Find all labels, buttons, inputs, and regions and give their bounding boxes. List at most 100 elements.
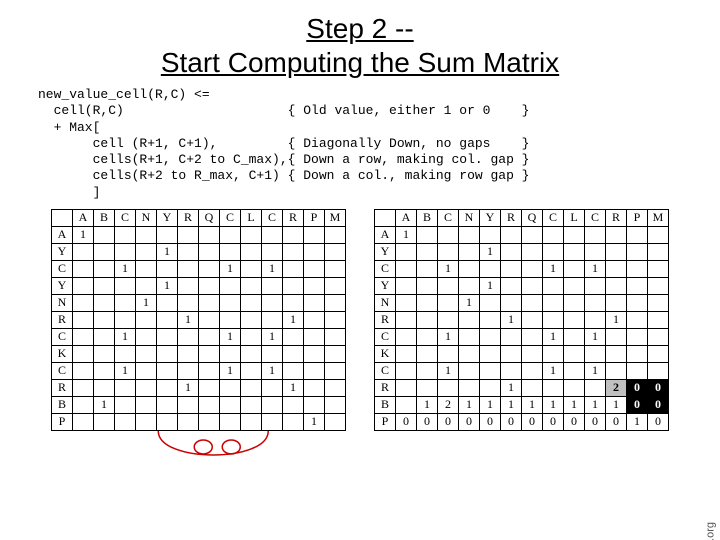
matrix-cell (136, 379, 157, 396)
row-header: C (375, 328, 396, 345)
matrix-cell (241, 226, 262, 243)
row-header: N (52, 294, 73, 311)
col-header: L (241, 209, 262, 226)
matrix-cell (304, 294, 325, 311)
matrix-cell (396, 277, 417, 294)
matrix-cell (73, 328, 94, 345)
matrix-cell (157, 396, 178, 413)
matrix-cell: 1 (606, 396, 627, 413)
matrix-cell (564, 243, 585, 260)
matrix-cell (178, 345, 199, 362)
matrix-cell (304, 362, 325, 379)
matrix-cell: 1 (417, 396, 438, 413)
matrix-cell (157, 226, 178, 243)
matrix-cell (220, 243, 241, 260)
row-header: P (52, 413, 73, 430)
matrix-cell (417, 243, 438, 260)
matrix-cell (396, 243, 417, 260)
row-header: A (52, 226, 73, 243)
matrix-cell: 1 (480, 243, 501, 260)
col-header: B (94, 209, 115, 226)
matrix-cell (438, 277, 459, 294)
matrix-cell (564, 294, 585, 311)
matrix-cell (157, 328, 178, 345)
matrix-cell: 1 (606, 311, 627, 328)
matrix-cell (199, 396, 220, 413)
matrix-cell (459, 277, 480, 294)
matrix-cell: 0 (648, 413, 669, 430)
col-header: C (115, 209, 136, 226)
matrix-cell: 0 (522, 413, 543, 430)
matrix-cell (522, 345, 543, 362)
matrix-cell (94, 328, 115, 345)
matrix-cell (459, 311, 480, 328)
col-header: R (178, 209, 199, 226)
matrix-cell (501, 294, 522, 311)
matrix-cell (522, 362, 543, 379)
matrix-cell: 1 (585, 396, 606, 413)
matrix-cell (417, 345, 438, 362)
matrix-cell (543, 294, 564, 311)
col-header: M (648, 209, 669, 226)
row-header: P (375, 413, 396, 430)
matrix-cell (94, 311, 115, 328)
matrix-cell: 0 (606, 413, 627, 430)
matrix-cell (564, 311, 585, 328)
matrix-cell (115, 226, 136, 243)
matrix-cell (304, 379, 325, 396)
row-header: C (52, 362, 73, 379)
matrix-cell (564, 362, 585, 379)
matrix-cell (501, 362, 522, 379)
matrix-cell: 1 (438, 328, 459, 345)
matrix-cell (459, 379, 480, 396)
matrix-cell (262, 413, 283, 430)
matrix-cell (94, 294, 115, 311)
matrix-cell (585, 379, 606, 396)
matrix-cell (325, 243, 346, 260)
matrix-cell (262, 379, 283, 396)
matrix-cell (262, 396, 283, 413)
matrix-cell (564, 277, 585, 294)
matrix-cell (94, 226, 115, 243)
matrix-cell (157, 260, 178, 277)
matrix-cell (564, 379, 585, 396)
row-header: C (375, 260, 396, 277)
matrix-cell: 1 (262, 260, 283, 277)
matrix-cell (606, 226, 627, 243)
matrix-cell: 1 (304, 413, 325, 430)
matrix-cell (199, 260, 220, 277)
matrix-cell (648, 260, 669, 277)
matrix-cell (606, 328, 627, 345)
matrix-cell (325, 396, 346, 413)
matrix-cell (501, 226, 522, 243)
matrix-cell (480, 345, 501, 362)
matrix-cell (627, 345, 648, 362)
matrix-cell: 1 (501, 311, 522, 328)
matrix-cell: 1 (220, 260, 241, 277)
matrix-cell (283, 413, 304, 430)
matrix-cell (283, 260, 304, 277)
matrix-cell (136, 396, 157, 413)
matrix-cell (73, 396, 94, 413)
matrix-cell: 1 (396, 226, 417, 243)
matrix-cell (304, 345, 325, 362)
matrix-cell (585, 294, 606, 311)
row-header: Y (375, 277, 396, 294)
matrix-cell (199, 277, 220, 294)
matrix-cell (136, 260, 157, 277)
matrix-cell: 2 (438, 396, 459, 413)
matrix-cell (136, 311, 157, 328)
right-matrix: ABCNYRQCLCRPMA1Y1C111Y1N1R11C111KC111R12… (374, 209, 669, 431)
matrix-cell (262, 226, 283, 243)
matrix-cell: 0 (648, 379, 669, 396)
matrix-cell (73, 362, 94, 379)
col-header: R (606, 209, 627, 226)
matrix-cell (585, 345, 606, 362)
matrix-cell (157, 311, 178, 328)
matrix-cell (94, 345, 115, 362)
corner-cell (52, 209, 73, 226)
matrix-cell (585, 311, 606, 328)
matrix-cell: 1 (501, 396, 522, 413)
matrix-cell (73, 345, 94, 362)
matrix-cell (304, 226, 325, 243)
